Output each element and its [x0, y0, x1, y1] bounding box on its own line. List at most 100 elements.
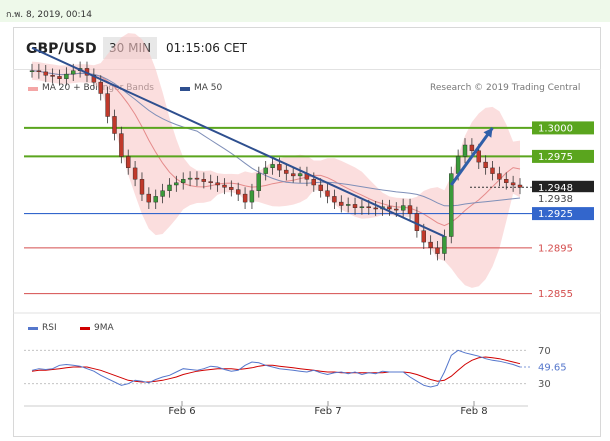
level-tag-bg-3	[532, 192, 594, 206]
candle-body	[187, 177, 193, 180]
level-tag-label-2: 1.2948	[538, 183, 573, 194]
level-tag-3: 1.2938	[532, 192, 594, 206]
candle-body	[291, 173, 296, 177]
level-tag-2: 1.2948	[532, 180, 594, 194]
level-tag-0: 1.3000	[532, 121, 594, 135]
candle-body	[455, 156, 461, 174]
level-tag-5: 1.2895	[532, 241, 594, 255]
candle-body	[352, 204, 358, 208]
candle-body	[57, 76, 62, 79]
candle-body	[29, 70, 35, 72]
projection-arrow-shaft	[450, 126, 494, 186]
candle-body	[201, 179, 207, 182]
candle-body	[153, 196, 158, 203]
level-tag-label-3: 1.2938	[538, 194, 573, 205]
rsi-axis-label-0: 70	[538, 346, 551, 357]
candle-body	[70, 70, 76, 75]
candle-body	[387, 206, 392, 210]
candle-body	[125, 156, 131, 168]
candle-body	[50, 75, 55, 77]
projection-arrow-head	[483, 127, 493, 138]
level-tag-label-1: 1.2975	[538, 152, 573, 163]
candle-body	[442, 236, 447, 254]
rsi-swatch	[28, 327, 38, 330]
candle-body	[504, 179, 509, 183]
top-bar: ก.พ. 8, 2019, 00:14	[0, 0, 610, 22]
candle-body	[339, 201, 344, 206]
candle-body	[98, 81, 103, 94]
level-tag-bg-0	[532, 121, 594, 135]
candle-body	[222, 184, 227, 188]
legend-bollinger: MA 20 + Bollinger Bands	[42, 83, 154, 93]
candle-body	[105, 93, 110, 117]
trendline	[31, 46, 445, 238]
candle-body	[43, 71, 48, 76]
candle-body	[277, 164, 282, 171]
level-tag-bg-1	[532, 149, 594, 163]
level-tag-bg-6	[532, 287, 594, 301]
candle-body	[139, 179, 145, 195]
candle-body	[311, 179, 316, 186]
candle-body	[483, 161, 488, 169]
candle-body	[64, 73, 69, 79]
candle-body	[373, 207, 378, 210]
level-tag-1: 1.2975	[532, 149, 594, 163]
legend-ma50: MA 50	[194, 83, 223, 93]
candle-body	[119, 133, 124, 157]
candle-body	[517, 184, 523, 188]
level-tag-bg-4	[532, 207, 594, 221]
level-tag-label-0: 1.3000	[538, 123, 573, 134]
candle-body	[394, 208, 399, 211]
rsi-line	[31, 349, 521, 388]
level-tag-6: 1.2855	[532, 287, 594, 301]
ma50-line	[31, 70, 521, 207]
candle-body	[435, 247, 440, 254]
level-tag-label-6: 1.2855	[538, 289, 573, 300]
candle-body	[462, 144, 468, 157]
candle-body	[332, 196, 337, 203]
candle-body	[407, 205, 413, 214]
candle-body	[180, 179, 186, 183]
candle-body	[428, 241, 433, 249]
time-axis-label-2: Feb 8	[460, 406, 487, 417]
level-tag-bg-2	[532, 180, 594, 194]
candle-body	[510, 182, 516, 186]
credit-label: Research © 2019 Trading Central	[430, 83, 581, 93]
candle-body	[208, 181, 213, 183]
candle-body	[366, 206, 371, 208]
datetime: ก.พ. 8, 2019, 00:14	[6, 10, 92, 20]
candle-body	[346, 204, 351, 206]
candle-body	[490, 167, 495, 174]
candle-body	[284, 169, 289, 174]
candle-body	[318, 184, 323, 191]
level-tag-bg-5	[532, 241, 594, 255]
header-divider	[13, 69, 601, 70]
candle-body	[174, 182, 179, 186]
candle-body	[167, 184, 172, 191]
clock-label: 01:15:06 CET	[166, 41, 247, 55]
candle-body	[421, 230, 426, 243]
candle-body	[449, 173, 454, 237]
candle-body	[242, 193, 248, 203]
candle-body	[325, 190, 330, 197]
candle-body	[112, 116, 117, 134]
candle-body	[194, 177, 200, 180]
candle-body	[401, 205, 406, 211]
candle-body	[215, 182, 220, 186]
level-tag-label-4: 1.2925	[538, 209, 573, 220]
candle-body	[263, 167, 268, 174]
candle-body	[270, 164, 275, 168]
ma50-swatch	[180, 87, 190, 91]
candle-body	[229, 187, 234, 190]
candle-body	[160, 190, 165, 197]
legend-ma9: 9MA	[94, 323, 114, 333]
candle-body	[476, 150, 481, 163]
rsi-axis-label-2: 30	[538, 379, 551, 390]
bollinger-swatch	[28, 87, 38, 91]
ma9-swatch	[80, 327, 90, 330]
level-tag-label-5: 1.2895	[538, 243, 573, 254]
candle-body	[146, 193, 152, 203]
rsi-axis-label-1: 49.65	[538, 363, 567, 374]
candle-body	[497, 173, 502, 180]
